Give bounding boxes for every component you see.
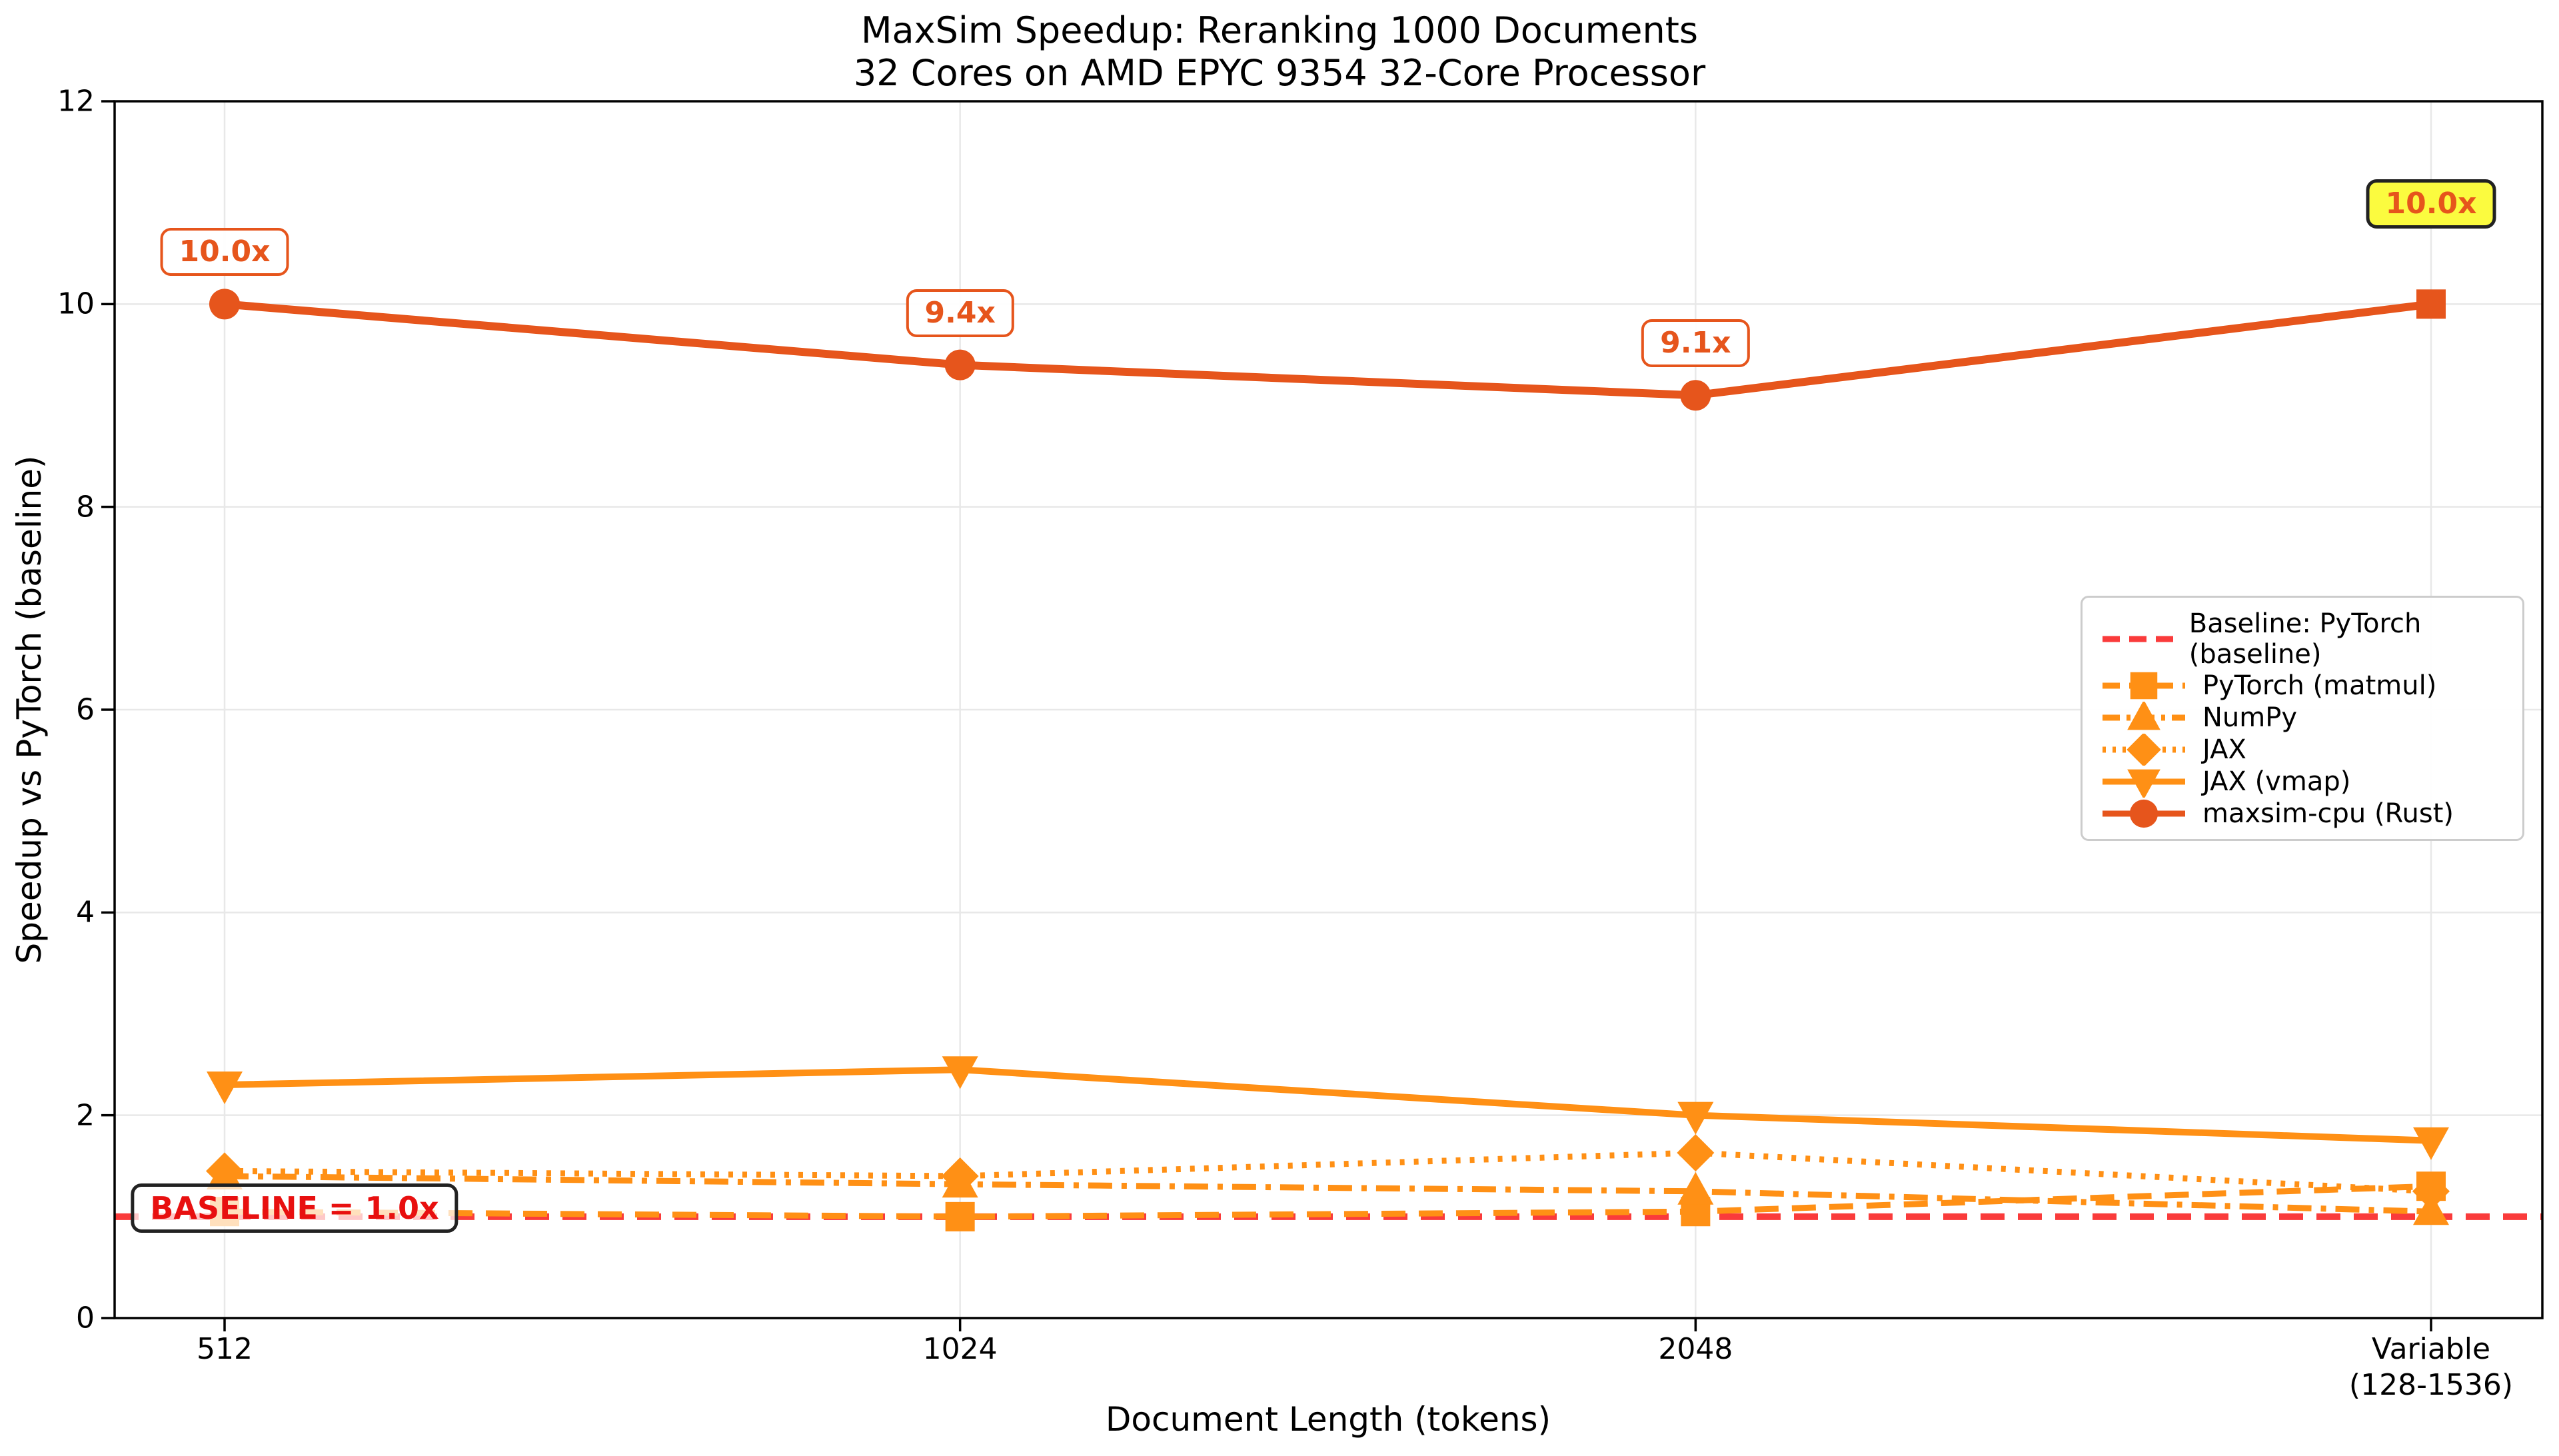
legend-label: JAX (vmap) [2202, 766, 2351, 797]
annotation-baseline-label: BASELINE = 1.0x [131, 1183, 458, 1233]
diamond-marker [206, 1152, 243, 1190]
y-tick-label: 2 [76, 1098, 95, 1133]
x-tick-label: 512 [197, 1332, 253, 1366]
circle-marker [1680, 380, 1711, 411]
series-line [224, 1173, 2432, 1215]
triangle-up-marker [2127, 702, 2160, 730]
square-marker [2416, 289, 2446, 319]
x-tick-label: 1024 [922, 1332, 998, 1366]
annotation-outline: 9.1x [1641, 319, 1750, 368]
y-tick-label: 6 [76, 692, 95, 727]
legend-marker-icon [2103, 799, 2185, 828]
x-tick-label: 2048 [1658, 1332, 1733, 1366]
legend-label: PyTorch (matmul) [2202, 670, 2437, 701]
x-tick-label: Variable (128-1536) [2348, 1332, 2514, 1402]
triangle-down-marker [942, 1056, 978, 1090]
square-marker [945, 1201, 975, 1231]
diamond-marker [2127, 734, 2161, 766]
diamond-marker [2412, 1172, 2450, 1210]
legend-marker-icon [2103, 702, 2185, 730]
legend-label: JAX [2202, 734, 2246, 765]
series-line [224, 1149, 2432, 1195]
legend-label: maxsim-cpu (Rust) [2202, 798, 2454, 829]
circle-marker [2129, 799, 2158, 828]
legend-label: NumPy [2202, 702, 2298, 733]
legend-item-baseline-pytorch-baseline-: Baseline: PyTorch (baseline) [2100, 608, 2505, 670]
circle-marker [944, 349, 976, 380]
y-tick-label: 4 [76, 895, 95, 930]
legend-label: Baseline: PyTorch (baseline) [2188, 608, 2422, 670]
triangle-down-marker [2127, 769, 2160, 798]
diamond-marker [1677, 1133, 1715, 1171]
series-line [224, 1066, 2432, 1144]
circle-marker [209, 289, 240, 320]
series-line [224, 300, 2432, 400]
chart-title: MaxSim Speedup: Reranking 1000 Documents… [0, 9, 2559, 95]
square-marker [2130, 672, 2158, 700]
legend-item-numpy: NumPy [2100, 702, 2505, 734]
series-jax [206, 1133, 2450, 1210]
tick-marks [101, 100, 2432, 1331]
y-tick-label: 12 [57, 84, 95, 119]
chart-title-line1: MaxSim Speedup: Reranking 1000 Documents [860, 9, 1699, 51]
y-tick-label: 8 [76, 490, 95, 524]
series-jax-vmap- [207, 1056, 2450, 1160]
diamond-marker [941, 1157, 979, 1195]
series-maxsim-cpu-rust- [209, 289, 2446, 411]
legend-item-jax: JAX [2100, 734, 2505, 766]
annotation-outline: 9.4x [906, 289, 1014, 337]
legend-marker-icon [2103, 672, 2185, 700]
chart-title-line2: 32 Cores on AMD EPYC 9354 32-Core Proces… [853, 52, 1706, 94]
y-tick-label: 10 [57, 287, 95, 321]
x-axis-title: Document Length (tokens) [1105, 1400, 1551, 1439]
legend-item-jax-vmap-: JAX (vmap) [2100, 766, 2505, 798]
triangle-up-marker [1677, 1171, 1714, 1205]
legend-item-maxsim-cpu-rust-: maxsim-cpu (Rust) [2100, 798, 2505, 830]
legend-marker-icon [2103, 734, 2185, 766]
legend-marker-icon [2103, 636, 2174, 642]
triangle-down-marker [2413, 1127, 2450, 1160]
legend: Baseline: PyTorch (baseline) PyTorch (mat… [2081, 596, 2524, 841]
annotation-highlight: 10.0x [2366, 179, 2496, 229]
legend-item-pytorch-matmul-: PyTorch (matmul) [2100, 670, 2505, 702]
triangle-down-marker [1677, 1101, 1714, 1135]
annotation-outline: 10.0x [160, 228, 289, 277]
triangle-down-marker [207, 1072, 243, 1105]
legend-marker-icon [2103, 769, 2185, 798]
y-tick-label: 0 [76, 1301, 95, 1335]
